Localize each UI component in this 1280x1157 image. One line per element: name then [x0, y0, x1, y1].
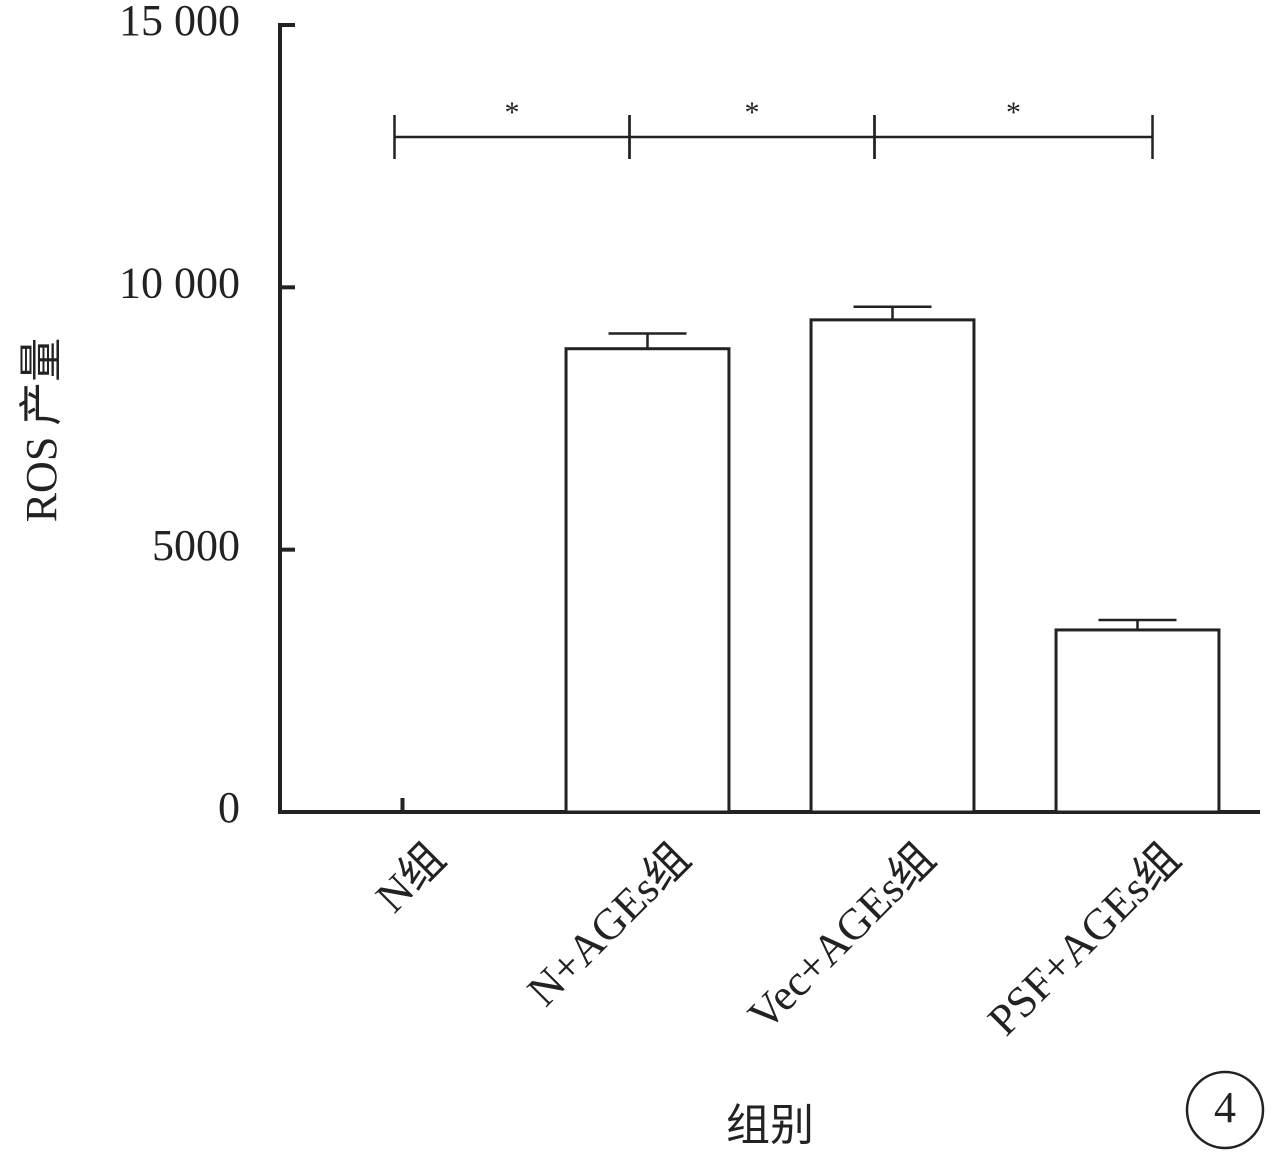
x-tick-label: Vec+AGEs组 [739, 834, 945, 1040]
y-tick-label: 10 000 [119, 258, 240, 307]
significance-bracket [873, 115, 1154, 159]
error-bar [608, 332, 687, 349]
significance-label: * [745, 96, 760, 129]
error-bar [1098, 618, 1177, 630]
bar [564, 347, 731, 814]
x-axis-label: 组别 [726, 1101, 814, 1150]
x-tick-label: N+AGEs组 [518, 834, 700, 1016]
y-tick-label: 15 000 [119, 0, 240, 45]
bar [809, 318, 976, 814]
bar [1054, 628, 1221, 814]
error-bar [853, 305, 932, 320]
panel-label: 4 [1214, 1083, 1236, 1132]
significance-label: * [505, 96, 520, 129]
y-tick-label: 5000 [152, 521, 240, 570]
y-axis-label: ROS 产量 [17, 338, 66, 523]
x-tick-label: N组 [366, 834, 454, 922]
significance-label: * [1006, 96, 1021, 129]
x-tick-label: PSF+AGEs组 [978, 834, 1189, 1045]
panel-circle [1185, 1070, 1265, 1150]
y-tick-label: 0 [218, 783, 240, 832]
